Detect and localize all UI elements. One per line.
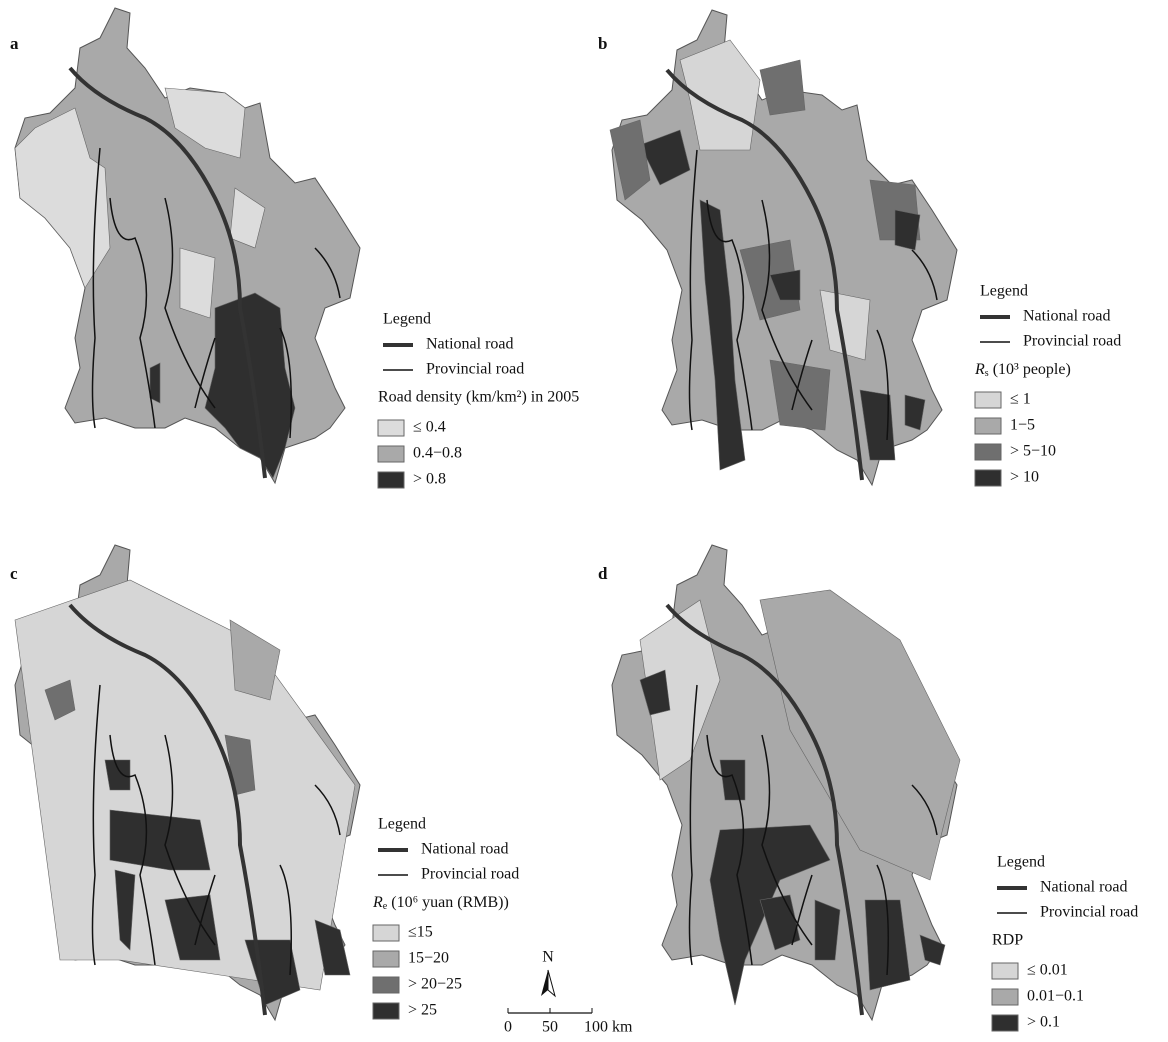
legend-class: > 0.1	[1027, 1014, 1060, 1031]
map-panel: c Legend National road Provincial road Re(10…	[10, 545, 519, 1020]
region	[180, 248, 215, 318]
legend-title: Legend	[378, 816, 426, 833]
map-panel: b Legend National road Provincial road Rs (10…	[598, 10, 1121, 486]
legend-swatch	[373, 951, 399, 967]
legend-swatch	[373, 925, 399, 941]
legend-road: National road	[1040, 879, 1128, 896]
panel-label: b	[598, 34, 607, 53]
legend-class: 0.01−0.1	[1027, 988, 1084, 1005]
legend-swatch	[975, 392, 1001, 408]
panel-label: d	[598, 564, 608, 583]
legend-class: > 0.8	[413, 471, 446, 488]
symbol: R	[372, 894, 383, 911]
legend-road: Provincial road	[426, 361, 524, 378]
legend-swatch	[373, 1003, 399, 1019]
legend-road: National road	[1023, 308, 1111, 325]
legend-class: 0.4−0.8	[413, 445, 462, 462]
legend-class: ≤15	[408, 924, 433, 941]
legend-variable: Road density (km/km²) in 2005	[378, 389, 579, 406]
legend-class: 1−5	[1010, 417, 1035, 434]
legend-class: > 25	[408, 1002, 437, 1019]
legend-variable: Rs (10³ people)	[974, 361, 1071, 380]
north-arrow: N	[541, 949, 555, 996]
legend-variable: RDP	[992, 932, 1023, 949]
legend-swatch	[992, 1015, 1018, 1031]
symbol: R	[974, 361, 985, 378]
map-panel: a Legend National road Provincial road Road …	[10, 8, 579, 488]
legend-class: ≤ 0.4	[413, 419, 446, 436]
legend-class: > 5−10	[1010, 443, 1056, 460]
region	[150, 363, 160, 403]
figure: N 0 50 100 km a Legend National road Provin…	[0, 0, 1168, 1042]
legend-class: ≤ 1	[1010, 391, 1031, 408]
subscript: s	[985, 368, 989, 379]
regions	[15, 580, 355, 1005]
legend-class: > 10	[1010, 469, 1039, 486]
subscript: e	[383, 901, 388, 912]
map-panel: d Legend National road Provincial road RDP≤ …	[598, 545, 1138, 1031]
legend-road: Provincial road	[1040, 904, 1138, 921]
legend-swatch	[975, 470, 1001, 486]
legend-class: ≤ 0.01	[1027, 962, 1068, 979]
legend-swatch	[378, 472, 404, 488]
legend-road: National road	[421, 841, 509, 858]
scale-label: 100 km	[584, 1019, 633, 1036]
region	[230, 620, 280, 700]
scale-bar: 0 50 100 km	[504, 1008, 633, 1036]
scale-label: 50	[542, 1019, 558, 1036]
legend-swatch	[992, 989, 1018, 1005]
legend-title: Legend	[980, 283, 1028, 300]
legend: Legend National road Provincial road Rs (10³…	[974, 283, 1121, 486]
variable-text: (10⁶ yuan (RMB))	[391, 894, 509, 911]
panel-label: a	[10, 34, 19, 53]
legend-swatch	[378, 420, 404, 436]
legend-title: Legend	[997, 854, 1045, 871]
legend-swatch	[992, 963, 1018, 979]
map	[15, 8, 360, 483]
legend-swatch	[975, 418, 1001, 434]
legend-swatch	[373, 977, 399, 993]
variable-text: (10³ people)	[993, 361, 1071, 378]
legend: Legend National road Provincial road Road d…	[378, 311, 579, 488]
north-label: N	[542, 949, 554, 966]
legend-swatch	[975, 444, 1001, 460]
panel-label: c	[10, 564, 18, 583]
legend-swatch	[378, 446, 404, 462]
legend-class: > 20−25	[408, 976, 462, 993]
legend-road: Provincial road	[1023, 333, 1121, 350]
legend-variable: Re(10⁶ yuan (RMB))	[372, 894, 509, 913]
scale-label: 0	[504, 1019, 512, 1036]
legend-title: Legend	[383, 311, 431, 328]
legend: Legend National road Provincial road Re(10⁶…	[372, 816, 519, 1019]
legend: Legend National road Provincial road RDP≤ 0…	[992, 854, 1138, 1031]
legend-road: Provincial road	[421, 866, 519, 883]
legend-road: National road	[426, 336, 514, 353]
legend-class: 15−20	[408, 950, 449, 967]
region-outline	[15, 8, 360, 483]
region	[770, 360, 830, 430]
